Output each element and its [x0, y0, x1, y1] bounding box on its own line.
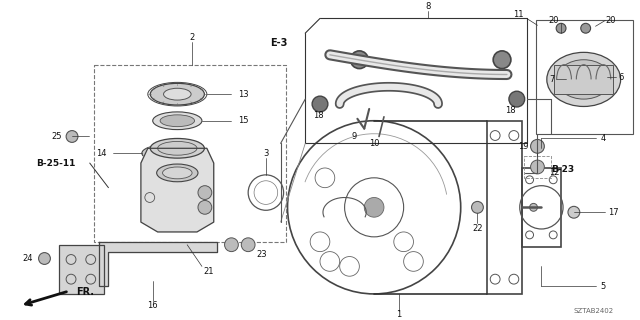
- Bar: [522, 168, 561, 247]
- Ellipse shape: [157, 141, 197, 155]
- Text: 17: 17: [608, 208, 619, 217]
- Text: B-25-11: B-25-11: [36, 158, 76, 168]
- Text: 11: 11: [513, 10, 524, 19]
- Text: E-3: E-3: [270, 38, 287, 48]
- Text: 5: 5: [600, 282, 605, 291]
- Circle shape: [556, 23, 566, 33]
- Ellipse shape: [150, 83, 204, 105]
- Text: 13: 13: [238, 90, 249, 99]
- Circle shape: [580, 23, 591, 33]
- Text: 7: 7: [549, 75, 554, 84]
- Circle shape: [531, 160, 545, 174]
- Text: FR.: FR.: [76, 287, 94, 297]
- Circle shape: [529, 204, 538, 211]
- Text: 20: 20: [548, 16, 559, 25]
- Ellipse shape: [160, 115, 195, 127]
- Text: 2: 2: [189, 33, 195, 42]
- Text: 25: 25: [52, 132, 62, 141]
- Circle shape: [531, 140, 545, 153]
- Circle shape: [568, 206, 580, 218]
- Text: 1: 1: [396, 310, 401, 319]
- Text: 6: 6: [618, 73, 623, 82]
- Text: B-23: B-23: [551, 165, 574, 174]
- Circle shape: [351, 51, 368, 68]
- Text: 23: 23: [256, 250, 267, 259]
- Polygon shape: [99, 242, 217, 286]
- Circle shape: [509, 91, 525, 107]
- Ellipse shape: [142, 145, 183, 161]
- Text: 18: 18: [313, 111, 323, 120]
- Circle shape: [472, 201, 483, 213]
- Bar: [60, 245, 104, 294]
- Text: SZTAB2402: SZTAB2402: [573, 308, 613, 314]
- Text: 21: 21: [204, 267, 214, 276]
- Bar: [554, 65, 613, 94]
- Circle shape: [198, 186, 212, 199]
- Circle shape: [493, 51, 511, 68]
- Text: 16: 16: [147, 301, 158, 310]
- Text: 18: 18: [504, 107, 515, 116]
- Ellipse shape: [547, 52, 621, 107]
- Text: 14: 14: [96, 149, 106, 158]
- Bar: [487, 121, 522, 294]
- Text: 8: 8: [426, 2, 431, 11]
- Ellipse shape: [164, 88, 191, 100]
- Circle shape: [66, 131, 78, 142]
- Text: 15: 15: [238, 116, 249, 125]
- Bar: [524, 156, 551, 178]
- Circle shape: [364, 197, 384, 217]
- Text: 4: 4: [600, 134, 605, 143]
- Circle shape: [38, 252, 51, 264]
- Ellipse shape: [153, 112, 202, 130]
- Ellipse shape: [157, 164, 198, 182]
- Ellipse shape: [163, 167, 192, 179]
- Bar: [93, 65, 285, 242]
- Ellipse shape: [150, 139, 204, 158]
- Text: 9: 9: [352, 132, 357, 141]
- Text: 3: 3: [263, 149, 269, 158]
- Text: 12: 12: [549, 168, 560, 177]
- Text: 10: 10: [369, 139, 380, 148]
- Bar: [536, 20, 633, 133]
- Circle shape: [225, 238, 238, 252]
- Polygon shape: [141, 148, 214, 232]
- Circle shape: [312, 96, 328, 112]
- Text: 19: 19: [518, 142, 529, 151]
- Text: 24: 24: [22, 254, 33, 263]
- Ellipse shape: [557, 60, 611, 99]
- Text: 22: 22: [472, 225, 483, 234]
- Circle shape: [198, 200, 212, 214]
- Circle shape: [241, 238, 255, 252]
- Text: 20: 20: [605, 16, 616, 25]
